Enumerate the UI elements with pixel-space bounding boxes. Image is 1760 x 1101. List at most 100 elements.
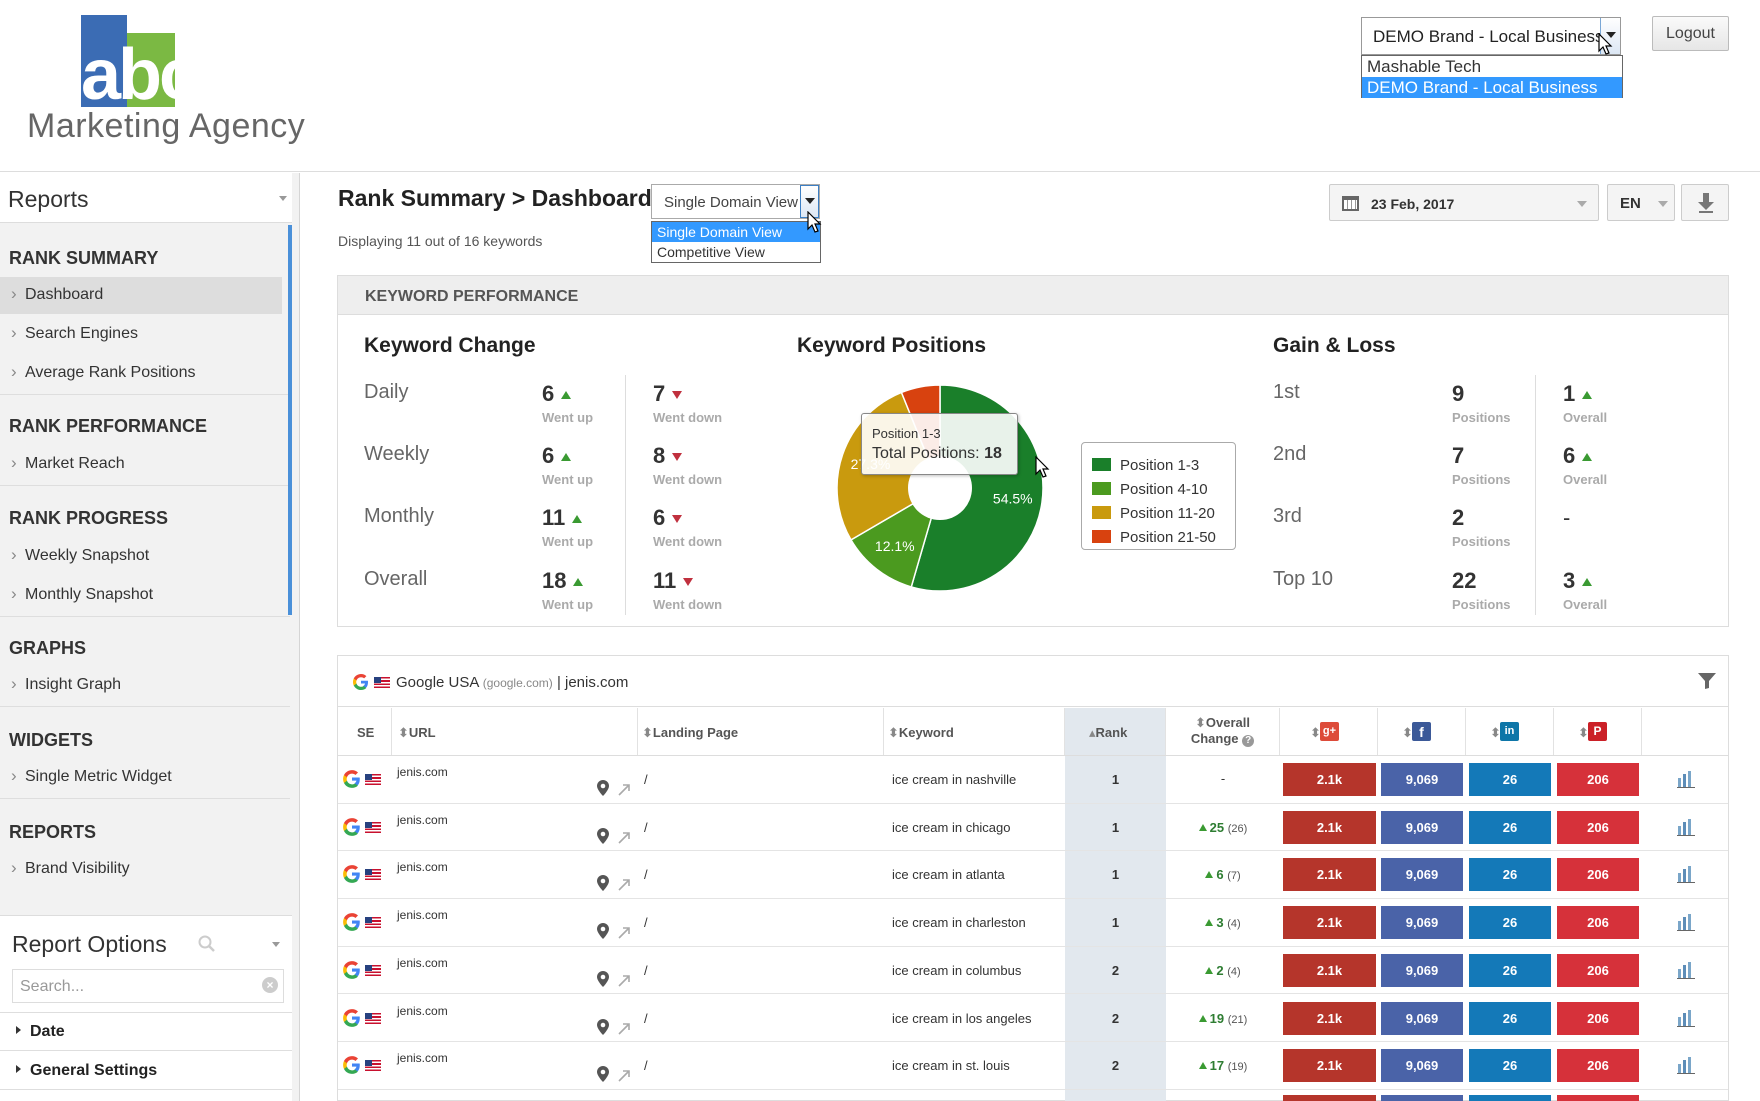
sidebar-item-monthly-snapshot[interactable]: Monthly Snapshot <box>0 577 282 614</box>
map-pin-icon[interactable] <box>597 827 609 844</box>
url-cell[interactable]: jenis.com <box>397 812 448 827</box>
column-header-se[interactable]: SE <box>338 708 392 755</box>
legend-entry[interactable]: Position 4-10 <box>1092 481 1208 498</box>
column-header-keyword[interactable]: ⬍Keyword <box>884 708 1065 755</box>
brand-option-selected[interactable]: DEMO Brand - Local Business <box>1362 77 1622 98</box>
bar-graph-icon[interactable] <box>1677 914 1695 932</box>
table-row[interactable] <box>338 804 1728 852</box>
url-cell[interactable]: jenis.com <box>397 908 448 923</box>
sidebar-item-brand-visibility[interactable]: Brand Visibility <box>0 851 282 888</box>
header: abc Marketing Agency DEMO Brand - Local … <box>0 0 1760 172</box>
bar-graph-icon[interactable] <box>1677 771 1695 788</box>
sidebar-title[interactable]: Reports <box>0 173 292 223</box>
url-cell[interactable]: jenis.com <box>397 860 448 875</box>
pie-slice[interactable] <box>849 486 942 588</box>
landing-page-cell[interactable]: / <box>644 1058 648 1074</box>
view-select[interactable]: Single Domain View <box>651 184 820 219</box>
report-option-general-settings[interactable]: General Settings <box>12 1062 157 1080</box>
external-link-icon[interactable] <box>618 1022 631 1035</box>
table-header-bar: Google USA (google.com) | jenis.com <box>338 656 1728 707</box>
column-header-facebook[interactable]: ⬍ f <box>1378 708 1466 755</box>
bar-graph-icon[interactable] <box>1677 961 1695 979</box>
column-header-pinterest[interactable]: ⬍ P <box>1554 708 1642 755</box>
legend-entry[interactable]: Position 1-3 <box>1092 457 1199 474</box>
map-pin-icon[interactable] <box>597 970 609 987</box>
filter-icon[interactable] <box>1697 672 1717 690</box>
table-row[interactable] <box>338 1042 1728 1090</box>
table-row[interactable] <box>338 947 1728 995</box>
url-cell[interactable]: jenis.com <box>397 1051 448 1066</box>
table-row[interactable] <box>338 756 1728 804</box>
external-link-icon[interactable] <box>618 783 631 796</box>
search-icon[interactable] <box>198 935 216 953</box>
landing-page-cell[interactable]: / <box>644 867 648 883</box>
external-link-icon[interactable] <box>618 974 631 987</box>
sidebar-item-weekly-snapshot[interactable]: Weekly Snapshot <box>0 538 282 575</box>
map-pin-icon[interactable] <box>597 780 609 796</box>
sidebar-scrollbar[interactable] <box>288 225 292 615</box>
view-option-selected[interactable]: Single Domain View <box>652 222 820 242</box>
column-header-url[interactable]: ⬍URL <box>392 708 638 755</box>
url-cell[interactable]: jenis.com <box>397 1003 448 1018</box>
table-row[interactable] <box>338 995 1728 1043</box>
url-cell[interactable]: jenis.com <box>397 765 448 779</box>
column-header-overall-change[interactable]: ⬍Overall Change ? <box>1166 708 1280 755</box>
map-pin-icon[interactable] <box>597 875 609 892</box>
pinterest-count: 206 <box>1557 953 1639 987</box>
legend-entry[interactable]: Position 21-50 <box>1092 529 1216 546</box>
table-row[interactable] <box>338 851 1728 900</box>
bar-graph-icon[interactable] <box>1677 1009 1695 1027</box>
google-icon <box>343 817 360 836</box>
url-cell[interactable]: jenis.com <box>397 955 448 970</box>
landing-page-cell[interactable]: / <box>644 819 648 835</box>
map-pin-icon[interactable] <box>597 1066 609 1083</box>
sidebar-item-market-reach[interactable]: Market Reach <box>0 446 282 483</box>
column-header-rank[interactable]: ▴Rank <box>1065 708 1166 755</box>
external-link-icon[interactable] <box>618 878 631 891</box>
date-picker[interactable]: 23 Feb, 2017 <box>1329 184 1599 221</box>
keyword-performance-header: KEYWORD PERFORMANCE <box>338 276 1728 315</box>
download-button[interactable] <box>1681 184 1729 221</box>
landing-page-cell[interactable]: / <box>644 1010 648 1026</box>
url-cell[interactable]: jenis.com <box>397 1099 448 1101</box>
chevron-down-icon[interactable] <box>272 942 280 947</box>
landing-page-cell[interactable]: / <box>644 962 648 978</box>
bar-graph-icon[interactable] <box>1677 1057 1695 1075</box>
sidebar-item-single-metric-widget[interactable]: Single Metric Widget <box>0 759 282 796</box>
column-header-google-plus[interactable]: ⬍ g+ <box>1280 708 1378 755</box>
external-link-icon[interactable] <box>618 926 631 939</box>
brand-select[interactable]: DEMO Brand - Local Business <box>1361 17 1621 55</box>
table-row[interactable] <box>338 899 1728 947</box>
search-engine-name: Google USA (google.com) | jenis.com <box>396 674 629 691</box>
map-pin-icon[interactable] <box>597 1018 609 1035</box>
external-link-icon[interactable] <box>618 1069 631 1082</box>
landing-page-cell[interactable]: / <box>644 915 648 931</box>
external-link-icon[interactable] <box>618 831 631 844</box>
sidebar-item-average-rank-positions[interactable]: Average Rank Positions <box>0 355 282 392</box>
view-option[interactable]: Competitive View <box>657 244 765 260</box>
brand-option[interactable]: Mashable Tech <box>1367 57 1482 76</box>
help-icon[interactable]: ? <box>1242 735 1255 747</box>
language-select[interactable]: EN <box>1607 184 1675 221</box>
google-plus-count: 2.1k <box>1283 1001 1376 1035</box>
bar-graph-icon[interactable] <box>1677 818 1695 836</box>
landing-page-cell[interactable]: / <box>644 772 648 787</box>
brand-dropdown-list: Mashable Tech DEMO Brand - Local Busines… <box>1361 55 1623 98</box>
logo[interactable]: abc Marketing Agency <box>27 15 305 145</box>
legend-entry[interactable]: Position 11-20 <box>1092 505 1215 522</box>
report-option-date[interactable]: Date <box>12 1023 65 1041</box>
clear-icon[interactable]: × <box>262 977 278 993</box>
report-options-search-input[interactable]: Search... <box>12 969 284 1003</box>
sidebar-item-search-engines[interactable]: Search Engines <box>0 316 282 353</box>
sidebar-item-insight-graph[interactable]: Insight Graph <box>0 667 282 704</box>
bar-graph-icon[interactable] <box>1677 866 1695 884</box>
map-pin-icon[interactable] <box>597 923 609 940</box>
column-header-linkedin[interactable]: ⬍ in <box>1466 708 1554 755</box>
chevron-down-icon[interactable] <box>800 185 819 218</box>
pie-data-label: 54.5% <box>993 490 1033 506</box>
logout-button[interactable]: Logout <box>1652 16 1729 51</box>
column-header-landing-page[interactable]: ⬍Landing Page <box>638 708 884 755</box>
keyword-change-label: Daily <box>364 381 409 403</box>
sidebar-item-dashboard[interactable]: Dashboard <box>0 277 282 314</box>
chevron-down-icon[interactable] <box>279 196 287 201</box>
